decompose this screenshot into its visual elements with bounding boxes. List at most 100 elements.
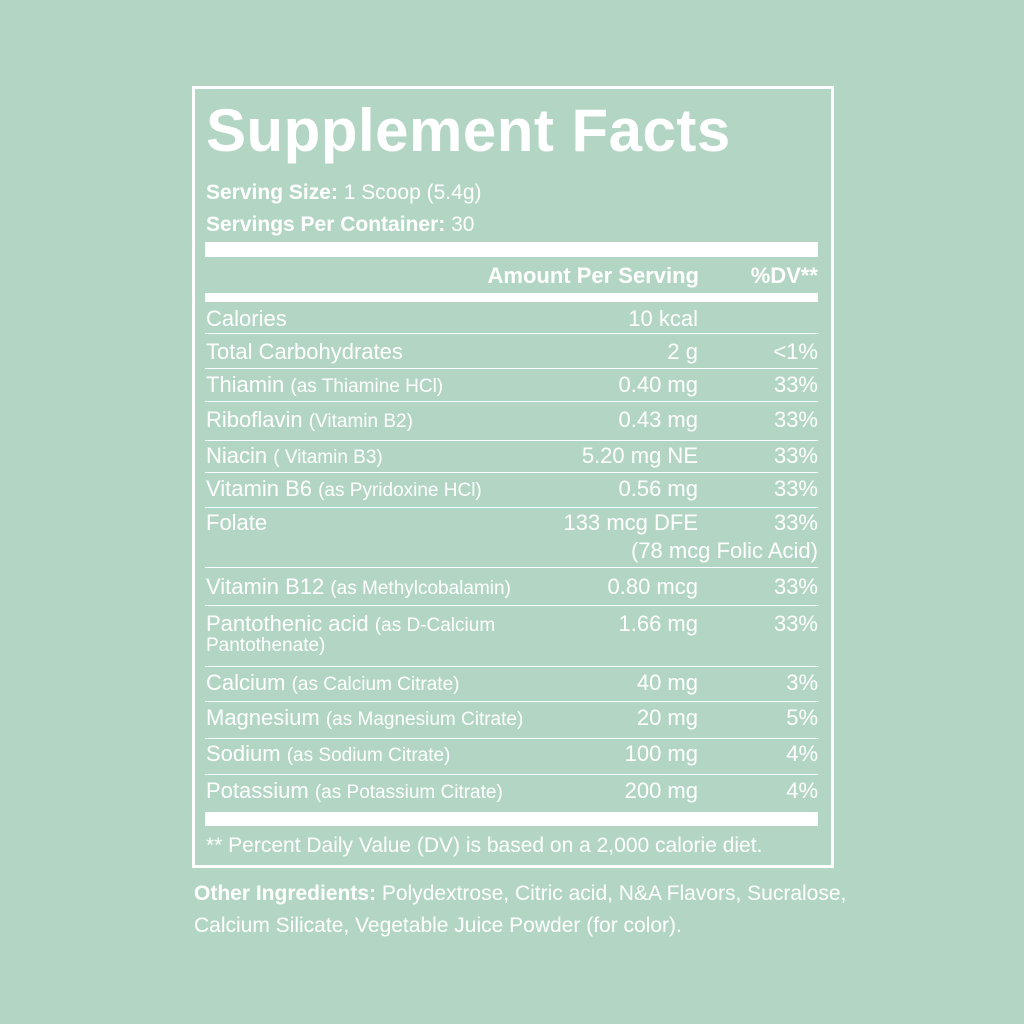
nutrient-source: (as Sodium Citrate): [286, 745, 451, 766]
nutrient-name: Vitamin B6 (as Pyridoxine HCl): [206, 476, 482, 504]
nutrient-name-text: Vitamin B12: [206, 574, 325, 599]
nutrient-amount: 20 mg: [636, 705, 698, 730]
nutrient-row: Total Carbohydrates 2 g <1%: [205, 337, 818, 369]
nutrient-daily-value: <1%: [773, 339, 818, 364]
nutrient-amount: 40 mg: [636, 670, 698, 695]
row-divider: [205, 472, 818, 473]
nutrient-name-text: Potassium: [206, 778, 309, 803]
nutrient-amount: 133 mcg DFE: [563, 510, 699, 535]
nutrient-name-text: Riboflavin: [206, 407, 303, 432]
row-divider: [205, 333, 818, 334]
nutrient-name: Niacin ( Vitamin B3): [206, 443, 383, 471]
nutrient-daily-value: 33%: [773, 611, 818, 636]
nutrient-daily-value: 33%: [773, 372, 818, 397]
row-divider: [205, 666, 818, 667]
nutrient-row: Niacin ( Vitamin B3) 5.20 mg NE 33%: [205, 441, 818, 473]
nutrient-row: Pantothenic acid (as D-Calcium Pantothena…: [205, 609, 818, 667]
nutrient-amount: 100 mg: [624, 741, 698, 766]
nutrient-name-text: Niacin: [206, 443, 268, 468]
nutrient-name-text: Calcium: [206, 670, 286, 695]
nutrient-name: Vitamin B12 (as Methylcobalamin): [206, 574, 511, 602]
nutrient-name-text: Total Carbohydrates: [206, 339, 403, 364]
nutrient-source: (as Thiamine HCl): [290, 376, 444, 397]
nutrient-daily-value: 3%: [786, 670, 818, 695]
nutrient-daily-value: 33%: [773, 443, 818, 468]
nutrient-name: Potassium (as Potassium Citrate): [206, 778, 503, 806]
other-ingredients-text: Polydextrose, Citric acid, N&A Flavors, …: [194, 882, 847, 937]
nutrient-source: (as Pyridoxine HCl): [318, 480, 482, 501]
nutrient-name: Total Carbohydrates: [206, 339, 403, 365]
row-divider: [205, 368, 818, 369]
nutrient-name: Calories: [206, 306, 287, 332]
row-divider: [205, 507, 818, 508]
thick-divider-bottom: [205, 812, 818, 826]
row-divider: [205, 701, 818, 702]
nutrient-row: Vitamin B12 (as Methylcobalamin) 0.80 mcg…: [205, 570, 818, 606]
nutrient-daily-value: 4%: [786, 778, 818, 803]
nutrient-amount: 0.80 mcg: [607, 574, 699, 599]
nutrient-row: Folate 133 mcg DFE 33% (78 mcg Folic Acid): [205, 508, 818, 568]
nutrient-daily-value: 33%: [773, 574, 818, 599]
servings-per-container: Servings Per Container: 30: [206, 213, 474, 237]
servings-per-container-value: 30: [451, 213, 475, 236]
nutrient-name: Thiamin (as Thiamine HCl): [206, 372, 443, 400]
nutrient-name: Folate: [206, 510, 267, 536]
row-divider: [205, 401, 818, 402]
nutrient-source: (as Calcium Citrate): [291, 674, 460, 695]
nutrient-daily-value: 33%: [773, 510, 818, 535]
servings-per-container-label: Servings Per Container:: [206, 213, 446, 236]
nutrient-source: (as Magnesium Citrate): [325, 709, 524, 730]
nutrient-source: ( Vitamin B3): [273, 447, 383, 468]
nutrient-daily-value: 5%: [786, 705, 818, 730]
nutrient-amount: 1.66 mg: [618, 611, 699, 636]
row-divider: [205, 774, 818, 775]
nutrient-amount: 0.56 mg: [618, 476, 699, 501]
thick-divider-top: [205, 242, 818, 257]
serving-size-value: 1 Scoop (5.4g): [343, 181, 482, 204]
nutrient-row: Potassium (as Potassium Citrate) 200 mg 4%: [205, 776, 818, 812]
nutrient-name-text: Calories: [206, 306, 287, 331]
nutrient-name-text: Sodium: [206, 741, 281, 766]
nutrient-source-continued: Pantothenate): [206, 635, 326, 656]
row-divider: [205, 440, 818, 441]
nutrient-name: Riboflavin (Vitamin B2): [206, 407, 413, 435]
nutrient-source: (Vitamin B2): [308, 411, 413, 432]
row-divider: [205, 605, 818, 606]
row-divider: [205, 738, 818, 739]
nutrient-row: Sodium (as Sodium Citrate) 100 mg 4%: [205, 739, 818, 775]
nutrient-name-text: Folate: [206, 510, 268, 535]
nutrient-row: Calcium (as Calcium Citrate) 40 mg 3%: [205, 668, 818, 702]
nutrient-amount: 10 kcal: [628, 306, 698, 331]
nutrient-note: (78 mcg Folic Acid): [630, 538, 818, 563]
other-ingredients-label: Other Ingredients:: [194, 882, 377, 905]
panel-title: Supplement Facts: [206, 97, 731, 164]
nutrient-daily-value: 4%: [786, 741, 818, 766]
nutrient-name-text: Thiamin: [206, 372, 285, 397]
nutrient-name: Calcium (as Calcium Citrate): [206, 670, 459, 698]
nutrient-amount: 2 g: [667, 339, 698, 364]
daily-value-header: %DV**: [750, 263, 818, 288]
nutrient-daily-value: 33%: [773, 476, 818, 501]
nutrient-daily-value: 33%: [773, 407, 818, 432]
nutrient-name: Sodium (as Sodium Citrate): [206, 741, 450, 769]
nutrient-name-text: Pantothenic acid: [206, 611, 369, 636]
supplement-facts-panel: [192, 86, 834, 868]
nutrient-amount: 0.40 mg: [618, 372, 699, 397]
nutrient-name: Pantothenic acid (as D-Calcium: [206, 611, 495, 639]
row-divider: [205, 567, 818, 568]
nutrient-row: Magnesium (as Magnesium Citrate) 20 mg 5%: [205, 703, 818, 739]
nutrient-row: Vitamin B6 (as Pyridoxine HCl) 0.56 mg 33%: [205, 474, 818, 508]
thick-divider-header: [205, 293, 818, 302]
amount-per-serving-header: Amount Per Serving: [487, 263, 699, 288]
nutrient-name-text: Vitamin B6: [206, 476, 312, 501]
nutrient-name: Magnesium (as Magnesium Citrate): [206, 705, 523, 733]
other-ingredients: Other Ingredients: Polydextrose, Citric …: [194, 878, 894, 942]
nutrient-row: Riboflavin (Vitamin B2) 0.43 mg 33%: [205, 405, 818, 441]
serving-size: Serving Size: 1 Scoop (5.4g): [206, 181, 482, 205]
footnote: ** Percent Daily Value (DV) is based on …: [206, 834, 763, 857]
nutrient-row: Calories 10 kcal: [205, 304, 818, 334]
nutrient-source: (as D-Calcium: [374, 615, 496, 636]
nutrient-amount: 200 mg: [624, 778, 698, 803]
nutrient-source: (as Potassium Citrate): [314, 782, 503, 803]
nutrient-amount: 0.43 mg: [618, 407, 699, 432]
